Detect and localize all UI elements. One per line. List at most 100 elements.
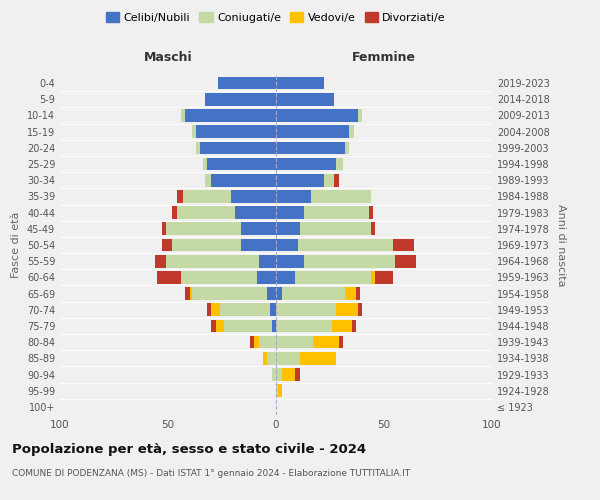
- Bar: [185, 109, 276, 122]
- Bar: [304, 255, 395, 268]
- Bar: [323, 174, 334, 186]
- Bar: [276, 222, 300, 235]
- Bar: [190, 288, 192, 300]
- Bar: [181, 109, 185, 122]
- Bar: [257, 271, 276, 283]
- Bar: [313, 336, 338, 348]
- Bar: [254, 336, 259, 348]
- Bar: [334, 174, 338, 186]
- Bar: [200, 142, 276, 154]
- Bar: [259, 336, 276, 348]
- Legend: Celibi/Nubili, Coniugati/e, Vedovi/e, Divorziati/e: Celibi/Nubili, Coniugati/e, Vedovi/e, Di…: [101, 8, 451, 28]
- Bar: [203, 158, 207, 170]
- Bar: [276, 77, 323, 90]
- Bar: [369, 206, 373, 219]
- Bar: [220, 304, 269, 316]
- Bar: [176, 190, 183, 202]
- Bar: [278, 384, 283, 397]
- Bar: [276, 368, 283, 381]
- Bar: [395, 255, 416, 268]
- Bar: [276, 304, 337, 316]
- Bar: [300, 222, 371, 235]
- Bar: [192, 288, 268, 300]
- Bar: [276, 109, 358, 122]
- Text: COMUNE DI PODENZANA (MS) - Dati ISTAT 1° gennaio 2024 - Elaborazione TUTTITALIA.: COMUNE DI PODENZANA (MS) - Dati ISTAT 1°…: [12, 469, 410, 478]
- Bar: [276, 255, 304, 268]
- Bar: [376, 271, 392, 283]
- Bar: [250, 336, 254, 348]
- Bar: [166, 255, 259, 268]
- Bar: [349, 126, 354, 138]
- Bar: [183, 190, 230, 202]
- Bar: [276, 271, 295, 283]
- Bar: [192, 126, 196, 138]
- Bar: [196, 126, 276, 138]
- Bar: [172, 238, 241, 252]
- Bar: [166, 222, 241, 235]
- Bar: [259, 255, 276, 268]
- Bar: [272, 368, 276, 381]
- Bar: [196, 142, 200, 154]
- Bar: [358, 109, 362, 122]
- Bar: [157, 271, 181, 283]
- Bar: [276, 320, 332, 332]
- Bar: [276, 384, 278, 397]
- Bar: [276, 190, 311, 202]
- Bar: [295, 271, 371, 283]
- Bar: [224, 320, 272, 332]
- Bar: [295, 368, 300, 381]
- Bar: [338, 336, 343, 348]
- Y-axis label: Anni di nascita: Anni di nascita: [556, 204, 566, 286]
- Bar: [371, 271, 376, 283]
- Bar: [337, 304, 358, 316]
- Bar: [215, 320, 224, 332]
- Bar: [276, 126, 349, 138]
- Bar: [207, 158, 276, 170]
- Bar: [298, 238, 392, 252]
- Bar: [311, 190, 371, 202]
- Bar: [358, 304, 362, 316]
- Bar: [356, 288, 360, 300]
- Bar: [205, 174, 211, 186]
- Bar: [207, 304, 211, 316]
- Text: Maschi: Maschi: [143, 50, 193, 64]
- Bar: [172, 206, 176, 219]
- Bar: [276, 158, 337, 170]
- Y-axis label: Fasce di età: Fasce di età: [11, 212, 21, 278]
- Bar: [263, 352, 268, 364]
- Bar: [185, 288, 190, 300]
- Bar: [230, 190, 276, 202]
- Bar: [276, 93, 334, 106]
- Bar: [155, 255, 166, 268]
- Bar: [371, 222, 376, 235]
- Bar: [205, 93, 276, 106]
- Bar: [283, 288, 345, 300]
- Bar: [337, 158, 343, 170]
- Text: Femmine: Femmine: [352, 50, 416, 64]
- Bar: [276, 174, 323, 186]
- Bar: [269, 304, 276, 316]
- Bar: [241, 238, 276, 252]
- Bar: [276, 142, 345, 154]
- Bar: [272, 320, 276, 332]
- Bar: [176, 206, 235, 219]
- Bar: [352, 320, 356, 332]
- Bar: [241, 222, 276, 235]
- Bar: [283, 368, 295, 381]
- Bar: [181, 271, 257, 283]
- Bar: [392, 238, 414, 252]
- Bar: [211, 174, 276, 186]
- Bar: [276, 206, 304, 219]
- Bar: [268, 352, 276, 364]
- Text: Popolazione per età, sesso e stato civile - 2024: Popolazione per età, sesso e stato civil…: [12, 442, 366, 456]
- Bar: [161, 222, 166, 235]
- Bar: [268, 288, 276, 300]
- Bar: [345, 288, 356, 300]
- Bar: [300, 352, 337, 364]
- Bar: [161, 238, 172, 252]
- Bar: [276, 336, 313, 348]
- Bar: [211, 304, 220, 316]
- Bar: [304, 206, 369, 219]
- Bar: [276, 352, 300, 364]
- Bar: [332, 320, 352, 332]
